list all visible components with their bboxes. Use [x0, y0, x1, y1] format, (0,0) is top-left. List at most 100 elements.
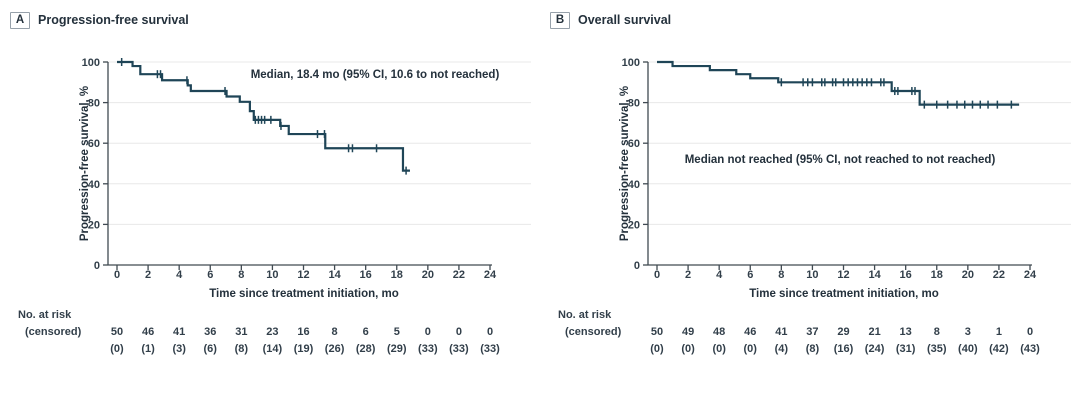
svg-text:8: 8 — [934, 326, 940, 338]
svg-text:12: 12 — [837, 269, 849, 281]
survival-curve — [117, 60, 410, 172]
svg-text:10: 10 — [266, 269, 278, 281]
svg-text:16: 16 — [360, 269, 372, 281]
panel-b-title: Overall survival — [578, 13, 672, 27]
svg-text:2: 2 — [145, 269, 151, 281]
svg-text:10: 10 — [806, 269, 818, 281]
svg-text:(0): (0) — [744, 343, 758, 355]
svg-text:(16): (16) — [834, 343, 854, 355]
svg-text:(censored): (censored) — [565, 326, 622, 338]
svg-text:100: 100 — [82, 57, 100, 69]
svg-text:37: 37 — [806, 326, 818, 338]
panel-a-tag: A — [10, 11, 30, 29]
svg-text:50: 50 — [111, 326, 123, 338]
svg-text:(0): (0) — [110, 343, 124, 355]
panel-a-title: Progression-free survival — [38, 13, 189, 27]
panel-b-km-chart: 020406080100050(0)249(0)448(0)646(0)841(… — [558, 57, 1071, 355]
svg-text:0: 0 — [1027, 326, 1033, 338]
svg-text:3: 3 — [965, 326, 971, 338]
svg-text:50: 50 — [651, 326, 663, 338]
svg-text:21: 21 — [868, 326, 880, 338]
svg-text:18: 18 — [931, 269, 943, 281]
svg-text:(0): (0) — [712, 343, 726, 355]
svg-text:0: 0 — [654, 269, 660, 281]
svg-text:No. at risk: No. at risk — [18, 309, 72, 321]
svg-text:Time since treatment initiatio: Time since treatment initiation, mo — [749, 288, 939, 300]
svg-text:41: 41 — [173, 326, 185, 338]
panel-a-header: A Progression-free survival — [10, 10, 189, 30]
censor-marks — [780, 78, 1013, 109]
svg-text:Progression-free survival, %: Progression-free survival, % — [619, 86, 631, 241]
svg-text:14: 14 — [328, 269, 341, 281]
svg-text:5: 5 — [394, 326, 400, 338]
svg-text:2: 2 — [685, 269, 691, 281]
svg-text:60: 60 — [88, 138, 100, 150]
svg-text:13: 13 — [900, 326, 912, 338]
svg-text:(42): (42) — [989, 343, 1009, 355]
svg-text:80: 80 — [628, 98, 640, 110]
survival-curve — [657, 60, 1020, 106]
svg-text:22: 22 — [453, 269, 465, 281]
svg-text:40: 40 — [88, 179, 100, 191]
panel-b-tag: B — [550, 11, 570, 29]
panel-a-km-chart: 020406080100050(0)246(1)441(3)636(6)831(… — [18, 57, 531, 355]
svg-text:0: 0 — [487, 326, 493, 338]
svg-text:20: 20 — [628, 219, 640, 231]
svg-text:(0): (0) — [650, 343, 664, 355]
svg-text:0: 0 — [114, 269, 120, 281]
svg-text:(8): (8) — [806, 343, 820, 355]
median-annotation: Median not reached (95% CI, not reached … — [685, 154, 996, 166]
gridlines — [108, 61, 531, 225]
censor-marks — [120, 58, 407, 175]
panel-a: A Progression-free survival 0 20 40 60 80 100… — [10, 10, 531, 355]
svg-text:36: 36 — [204, 326, 216, 338]
svg-text:6: 6 — [363, 326, 369, 338]
svg-text:22: 22 — [993, 269, 1005, 281]
svg-text:20: 20 — [962, 269, 974, 281]
svg-text:(33): (33) — [449, 343, 469, 355]
svg-text:8: 8 — [332, 326, 338, 338]
panel-b: B Overall survival 0 20 40 60 80 100 0 50 (0) 2 49… — [540, 0, 1080, 400]
svg-text:(40): (40) — [958, 343, 978, 355]
svg-text:8: 8 — [238, 269, 244, 281]
svg-text:0: 0 — [634, 260, 640, 272]
svg-text:1: 1 — [996, 326, 1002, 338]
svg-text:(censored): (censored) — [25, 326, 82, 338]
svg-text:80: 80 — [88, 98, 100, 110]
svg-text:Time since treatment initiatio: Time since treatment initiation, mo — [209, 288, 399, 300]
svg-text:(28): (28) — [356, 343, 376, 355]
svg-text:(14): (14) — [263, 343, 283, 355]
svg-text:18: 18 — [391, 269, 403, 281]
svg-text:No. at risk: No. at risk — [558, 309, 612, 321]
svg-text:(3): (3) — [172, 343, 186, 355]
svg-text:48: 48 — [713, 326, 725, 338]
svg-text:31: 31 — [235, 326, 247, 338]
panel-b-header: B Overall survival — [550, 10, 671, 30]
svg-text:60: 60 — [628, 138, 640, 150]
svg-text:(19): (19) — [294, 343, 314, 355]
svg-text:16: 16 — [297, 326, 309, 338]
svg-text:46: 46 — [744, 326, 756, 338]
svg-text:14: 14 — [868, 269, 881, 281]
svg-text:Progression-free survival, %: Progression-free survival, % — [79, 86, 91, 241]
svg-text:41: 41 — [775, 326, 787, 338]
svg-text:0: 0 — [425, 326, 431, 338]
svg-text:20: 20 — [422, 269, 434, 281]
svg-text:16: 16 — [900, 269, 912, 281]
svg-text:6: 6 — [207, 269, 213, 281]
svg-text:4: 4 — [176, 269, 183, 281]
svg-text:100: 100 — [622, 57, 640, 69]
svg-text:(29): (29) — [387, 343, 407, 355]
svg-text:24: 24 — [1024, 269, 1037, 281]
svg-text:(26): (26) — [325, 343, 345, 355]
svg-text:(33): (33) — [418, 343, 438, 355]
svg-text:8: 8 — [778, 269, 784, 281]
svg-text:40: 40 — [628, 179, 640, 191]
median-annotation: Median, 18.4 mo (95% CI, 10.6 to not rea… — [251, 69, 500, 81]
gridlines — [648, 61, 1071, 225]
svg-text:(31): (31) — [896, 343, 916, 355]
svg-text:(35): (35) — [927, 343, 947, 355]
svg-text:49: 49 — [682, 326, 694, 338]
axes — [103, 61, 492, 270]
